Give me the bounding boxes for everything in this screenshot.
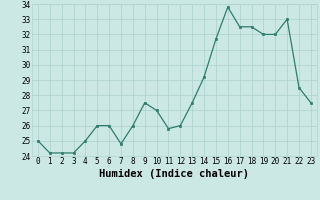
X-axis label: Humidex (Indice chaleur): Humidex (Indice chaleur) [100, 169, 249, 179]
